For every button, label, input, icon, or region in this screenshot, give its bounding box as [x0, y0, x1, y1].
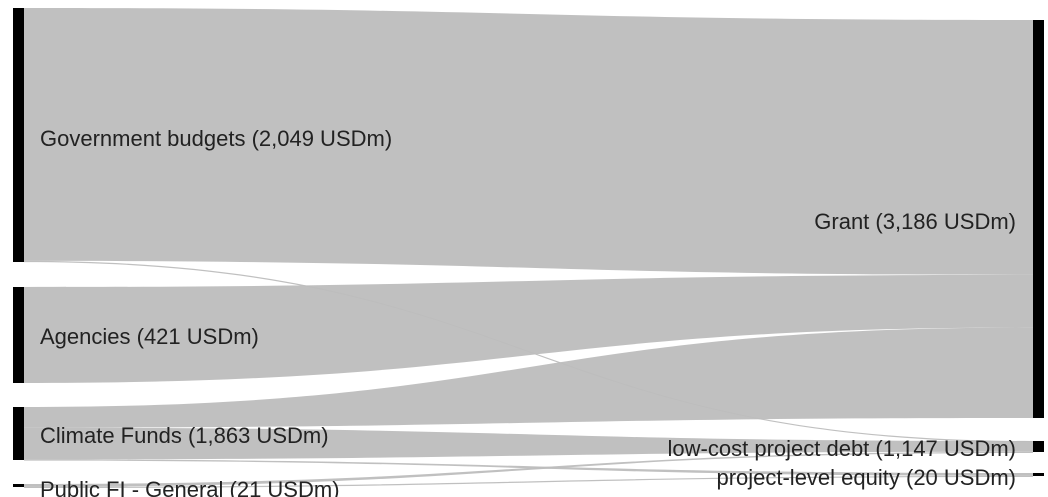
- flow-climate-to-equity: [24, 459, 1033, 476]
- source-label-gov: Government budgets (2,049 USDm): [40, 126, 392, 151]
- flow-climate-to-grant: [24, 327, 1033, 428]
- source-label-agencies: Agencies (421 USDm): [40, 324, 259, 349]
- target-label-equity: project-level equity (20 USDm): [716, 465, 1016, 490]
- link-layer: [24, 8, 1033, 489]
- node-layer: [13, 8, 1044, 487]
- source-node-climate: [13, 407, 24, 460]
- flow-publicfi-to-equity: [24, 475, 1033, 489]
- flow-climate-to-debt: [24, 427, 1033, 460]
- source-node-gov: [13, 8, 24, 262]
- flow-publicfi-to-debt: [24, 451, 1033, 487]
- label-layer: Government budgets (2,049 USDm) Agencies…: [40, 126, 1016, 497]
- flow-gov-to-grant: [24, 8, 1033, 275]
- source-label-publicfi: Public FI - General (21 USDm): [40, 477, 340, 497]
- flow-agencies-to-grant: [24, 274, 1033, 383]
- target-node-debt: [1033, 441, 1044, 452]
- target-label-debt: low-cost project debt (1,147 USDm): [668, 436, 1016, 461]
- source-node-publicfi: [13, 484, 24, 487]
- source-label-climate: Climate Funds (1,863 USDm): [40, 423, 329, 448]
- target-node-grant: [1033, 20, 1044, 418]
- target-label-grant: Grant (3,186 USDm): [814, 209, 1016, 234]
- target-node-equity: [1033, 473, 1044, 476]
- source-node-agencies: [13, 287, 24, 383]
